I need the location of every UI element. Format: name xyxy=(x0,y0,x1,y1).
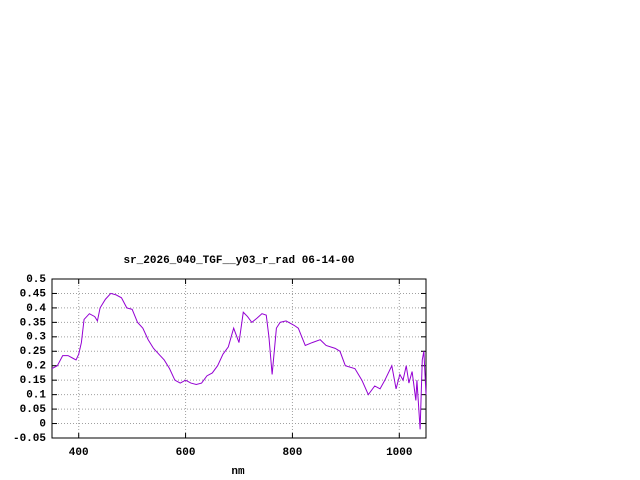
y-tick-label: 0.35 xyxy=(20,317,47,329)
y-tick-label: 0.05 xyxy=(20,404,47,416)
y-tick-label: 0.2 xyxy=(26,361,46,373)
y-tick-label: 0.15 xyxy=(20,375,47,387)
y-tick-label: 0.45 xyxy=(20,288,47,300)
x-tick-label: 400 xyxy=(69,447,89,459)
x-tick-label: 1000 xyxy=(386,447,412,459)
chart-title: sr_2026_040_TGF__y03_r_rad 06-14-00 xyxy=(123,255,354,267)
x-tick-label: 800 xyxy=(283,447,303,459)
y-tick-label: 0.1 xyxy=(26,390,46,402)
y-tick-label: 0.5 xyxy=(26,274,46,286)
plot-border xyxy=(51,278,427,439)
y-tick-label: -0.05 xyxy=(13,433,46,445)
y-tick-label: 0 xyxy=(39,418,46,430)
x-axis-label: nm xyxy=(231,466,245,478)
y-tick-label: 0.3 xyxy=(26,332,46,344)
y-tick-label: 0.4 xyxy=(26,303,46,315)
y-tick-label: 0.25 xyxy=(20,346,47,358)
data-line xyxy=(51,292,427,430)
x-tick-label: 600 xyxy=(176,447,196,459)
